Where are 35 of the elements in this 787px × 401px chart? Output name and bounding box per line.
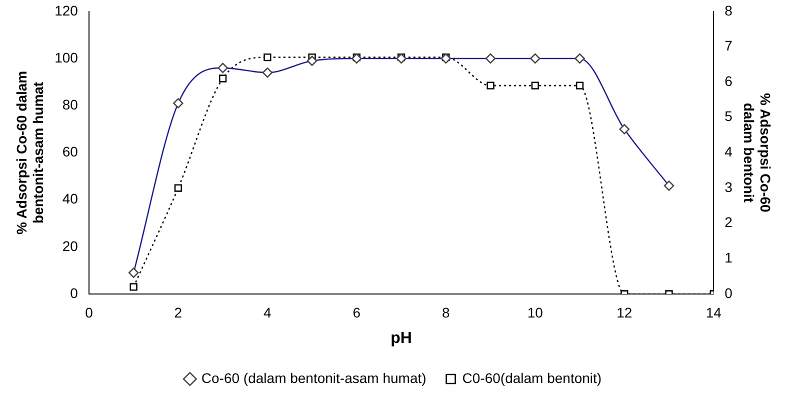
y2-tick-label: 1 xyxy=(724,250,733,266)
y2-tick-label: 3 xyxy=(724,178,733,195)
point xyxy=(218,74,227,82)
x-tick-label: 14 xyxy=(706,304,722,320)
point xyxy=(174,184,182,192)
y-tick-label: 120 xyxy=(54,2,78,18)
x-tick-label: 10 xyxy=(527,304,544,320)
y2-tick-label: 4 xyxy=(724,144,733,160)
point xyxy=(486,82,494,90)
y2-axis-title: % Adsorpsi Co-60 dalam bentonit xyxy=(740,93,774,213)
y-tick-label: 40 xyxy=(62,190,78,207)
x-tick-label: 4 xyxy=(264,304,272,320)
x-tick-label: 12 xyxy=(616,304,632,320)
y2-tick-label: 7 xyxy=(724,38,733,54)
y-tick-label: 0 xyxy=(70,284,78,301)
y-axis-title: % Adsorpsi Co-60 dalam bentonit-asam humat xyxy=(13,70,46,235)
x-tick-label: 6 xyxy=(352,304,361,320)
point xyxy=(576,82,584,90)
y-tick-label: 80 xyxy=(62,96,78,112)
legend-label: C0-60(dalam bentonit) xyxy=(462,370,602,386)
y2-tick-label: 8 xyxy=(724,2,733,18)
x-axis-title: pH xyxy=(390,330,412,347)
y-tick-label: 20 xyxy=(62,238,78,254)
x-tick-label: 0 xyxy=(85,304,94,320)
x-tick-label: 2 xyxy=(174,304,182,320)
y-tick-label: 100 xyxy=(54,49,78,66)
y2-tick-label: 2 xyxy=(724,214,733,230)
y2-tick-label: 0 xyxy=(724,284,733,301)
legend-label: Co-60 (dalam bentonit-asam humat) xyxy=(201,370,426,386)
point xyxy=(531,82,539,90)
y-tick-label: 60 xyxy=(62,144,78,160)
y2-tick-label: 6 xyxy=(724,72,733,89)
x-tick-label: 8 xyxy=(442,304,450,320)
point xyxy=(264,53,272,62)
y2-tick-label: 5 xyxy=(724,108,733,124)
